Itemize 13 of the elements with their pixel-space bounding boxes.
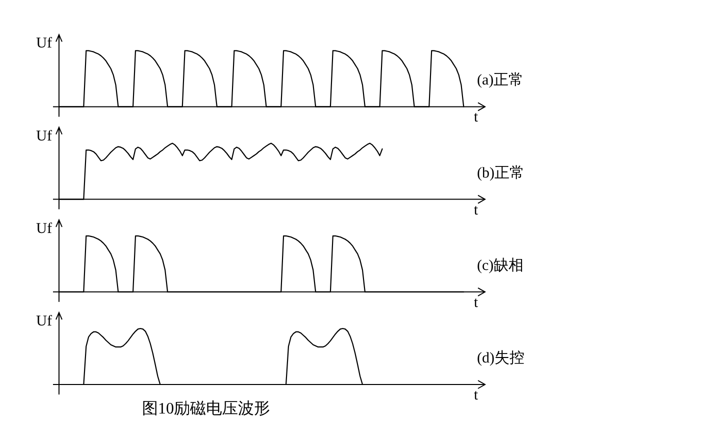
xlabel: t <box>474 294 478 311</box>
ylabel: Uf <box>36 36 52 52</box>
xlabel: t <box>474 202 478 218</box>
ylabel: Uf <box>36 220 52 237</box>
xlabel: t <box>474 110 478 126</box>
ylabel: Uf <box>36 314 52 330</box>
annotation: 图10励磁电压波形 <box>142 400 270 418</box>
xlabel: t <box>474 388 478 404</box>
title: (c)缺相 <box>477 258 524 274</box>
title: (b)正常 <box>477 165 524 182</box>
title: (a)正常 <box>477 72 524 89</box>
title: (d)失控 <box>477 350 524 366</box>
ylabel: Uf <box>36 128 52 144</box>
